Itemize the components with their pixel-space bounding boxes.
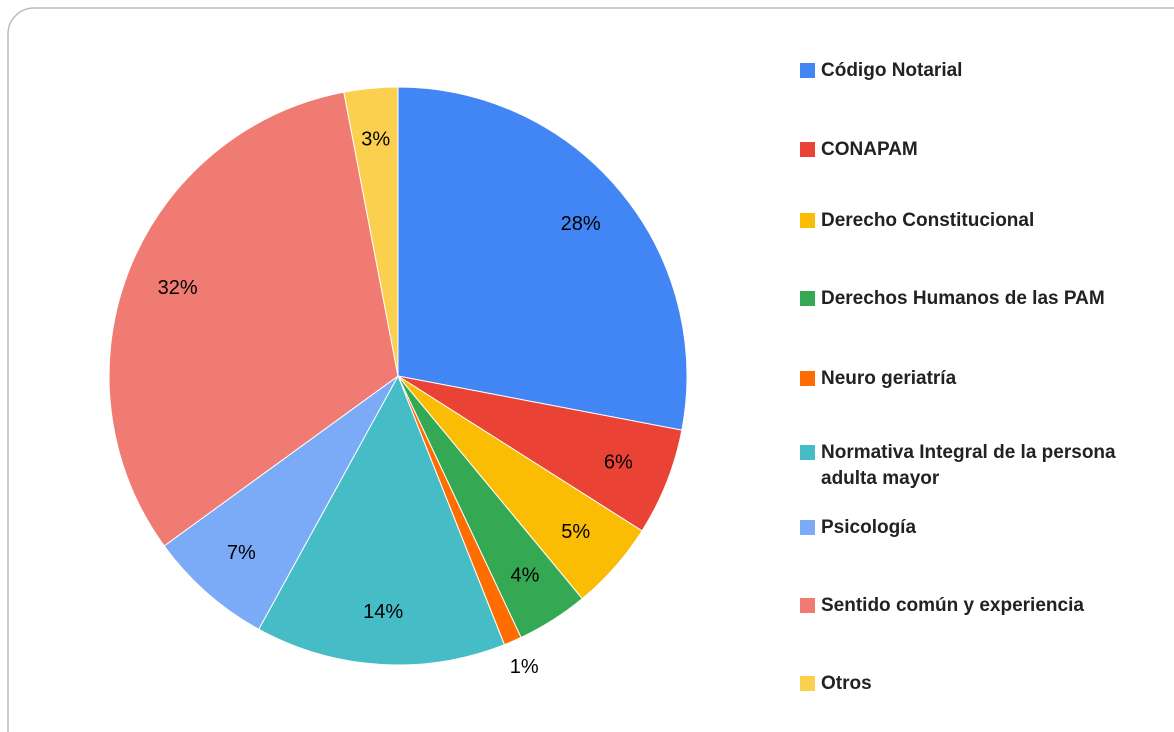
legend-swatch [800,213,815,228]
legend-label: Derechos Humanos de las PAM [821,288,1105,309]
legend-swatch [800,63,815,78]
pie-slice [258,374,506,666]
legend-label: CONAPAM [821,139,918,160]
data-label: 28% [561,213,601,235]
legend-item: Normativa Integral de la persona adulta … [800,440,1166,492]
legend-swatch [800,371,815,386]
legend-label: Normativa Integral de la persona adulta … [821,442,1116,489]
data-label: 5% [561,521,590,543]
data-label: 3% [361,128,390,150]
data-label: 6% [604,452,633,474]
legend-swatch [800,520,815,535]
legend-label: Sentido común y experiencia [821,595,1084,616]
pie-slice [397,86,688,431]
legend-item: Código Notarial [800,58,1166,84]
legend-swatch [800,445,815,460]
pie-slice [343,86,399,377]
legend-swatch [800,142,815,157]
legend-label: Código Notarial [821,60,963,81]
legend-label: Derecho Constitucional [821,210,1035,231]
data-label: 1% [510,656,539,678]
legend-item: Psicología [800,515,1166,541]
data-label: 32% [158,277,198,299]
legend-item: Sentido común y experiencia [800,593,1166,619]
legend-label: Psicología [821,517,917,538]
pie-slice [108,91,399,547]
legend-item: Neuro geriatría [800,366,1166,392]
frame [7,7,1174,732]
legend-item: CONAPAM [800,137,1166,163]
legend-label: Otros [821,673,872,694]
pie-slice [163,375,399,630]
legend-item: Otros [800,671,1166,697]
data-label: 7% [227,542,256,564]
data-label: 4% [511,564,540,586]
data-label: 14% [363,601,403,623]
legend-item: Derechos Humanos de las PAM [800,286,1166,312]
legend-label: Neuro geriatría [821,368,957,389]
legend-swatch [800,291,815,306]
legend-swatch [800,598,815,613]
legend-swatch [800,676,815,691]
legend-item: Derecho Constitucional [800,208,1166,234]
